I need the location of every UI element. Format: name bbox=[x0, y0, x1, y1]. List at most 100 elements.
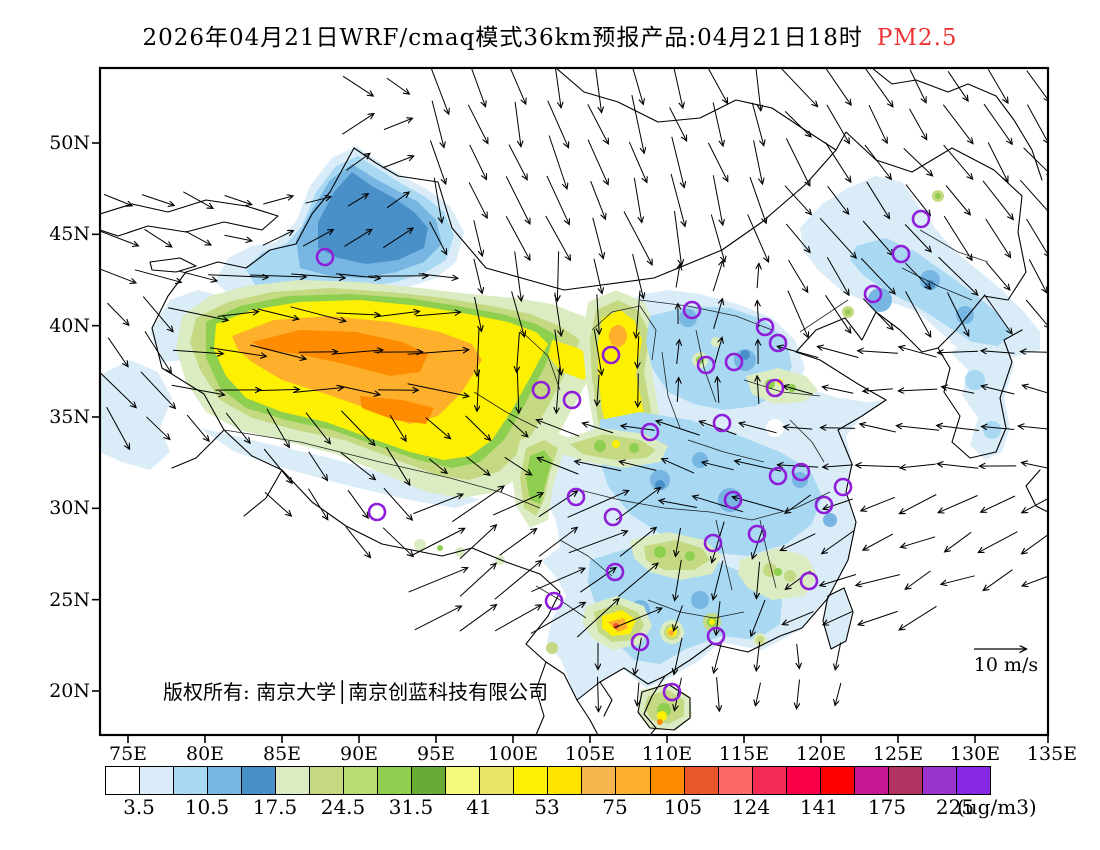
wind-vector bbox=[820, 574, 857, 586]
wind-vector bbox=[1026, 218, 1048, 257]
wind-vector bbox=[637, 336, 638, 367]
wind-vector bbox=[982, 386, 1015, 395]
wind-vector bbox=[217, 312, 259, 317]
wind-vector bbox=[945, 531, 972, 551]
wind-vector bbox=[656, 421, 700, 436]
wind-vector bbox=[100, 372, 136, 408]
wind-vector bbox=[413, 494, 462, 515]
wind-vector bbox=[633, 177, 641, 222]
wind-vector bbox=[823, 387, 854, 394]
wind-vector bbox=[785, 494, 811, 513]
city-marker-layer bbox=[315, 209, 931, 702]
wind-vector bbox=[545, 215, 570, 260]
wind-vector bbox=[597, 294, 599, 333]
wind-vector bbox=[291, 273, 345, 278]
wind-vector bbox=[473, 220, 482, 255]
colorbar-cell bbox=[174, 767, 209, 794]
wind-vector bbox=[466, 456, 490, 475]
colorbar-cell bbox=[922, 767, 957, 794]
wind-vector bbox=[615, 488, 660, 521]
colorbar-tick-label: 225 bbox=[935, 795, 975, 819]
colorbar-cell bbox=[344, 767, 379, 794]
wind-vector bbox=[429, 140, 445, 183]
wind-vector bbox=[224, 195, 252, 205]
city-marker bbox=[712, 413, 732, 433]
city-marker bbox=[814, 495, 834, 515]
province-boundaries bbox=[223, 229, 989, 619]
colorbar-cell bbox=[242, 767, 277, 794]
wind-vector bbox=[756, 682, 761, 706]
wind-vector bbox=[947, 71, 968, 100]
wind-vector bbox=[860, 258, 895, 293]
wind-vector bbox=[780, 68, 818, 107]
wind-vector bbox=[459, 525, 496, 560]
colorbar-tick-label: 105 bbox=[663, 795, 703, 819]
wind-vector bbox=[517, 332, 520, 372]
wind-vector bbox=[554, 68, 561, 108]
wind-vector bbox=[671, 136, 684, 187]
wind-vector bbox=[554, 329, 561, 375]
wind-vector bbox=[568, 531, 627, 554]
wind-vector bbox=[670, 173, 685, 226]
city-marker bbox=[724, 352, 744, 372]
wind-vector bbox=[757, 264, 759, 289]
wind-vector bbox=[1019, 426, 1048, 430]
city-marker bbox=[747, 524, 767, 544]
wind-vector bbox=[548, 135, 567, 189]
colorbar-tick-label: 53 bbox=[534, 795, 560, 819]
colorbar-cell bbox=[412, 767, 447, 794]
wind-vector bbox=[342, 75, 373, 96]
wind-vector bbox=[987, 69, 1008, 102]
city-marker bbox=[755, 317, 775, 337]
wind-vector bbox=[1025, 299, 1048, 328]
wind-vector bbox=[347, 489, 368, 518]
wind-vector bbox=[302, 230, 333, 247]
wind-vector bbox=[511, 291, 525, 336]
wind-vector bbox=[982, 427, 1015, 430]
wind-vector bbox=[900, 605, 937, 629]
wind-vector bbox=[620, 462, 657, 471]
map-frame bbox=[98, 66, 1050, 737]
wind-vector bbox=[635, 637, 642, 674]
lon-tick-label: 115E bbox=[718, 743, 770, 765]
lon-tick-label: 90E bbox=[339, 743, 379, 765]
wind-vector bbox=[557, 251, 558, 300]
wind-vector bbox=[415, 312, 460, 317]
wind-vector bbox=[623, 211, 652, 265]
city-marker bbox=[911, 209, 931, 229]
wind-vector bbox=[756, 641, 761, 671]
wind-vector bbox=[985, 218, 1011, 257]
wind-vector bbox=[583, 423, 614, 434]
wind-vector bbox=[470, 68, 486, 107]
colorbar-cell bbox=[106, 767, 141, 794]
wind-vector bbox=[407, 350, 469, 355]
colorbar-cell bbox=[548, 767, 583, 794]
wind-vector bbox=[224, 234, 252, 241]
city-marker bbox=[605, 562, 625, 582]
wind-vector bbox=[407, 383, 469, 397]
wind-vector bbox=[305, 197, 330, 204]
wind-vector bbox=[674, 605, 683, 631]
wind-vector bbox=[717, 377, 719, 403]
lon-tick-label: 125E bbox=[872, 743, 924, 765]
wind-vector bbox=[979, 531, 1018, 553]
wind-vector bbox=[538, 458, 579, 475]
wind-vector bbox=[826, 256, 848, 295]
wind-vector bbox=[411, 529, 465, 556]
wind-vector bbox=[864, 68, 892, 107]
wind-vector bbox=[784, 111, 811, 136]
wind-vector bbox=[414, 606, 461, 631]
wind-vector bbox=[263, 196, 292, 205]
wind-vector bbox=[824, 142, 850, 181]
wind-vector bbox=[144, 331, 171, 372]
wind-vector bbox=[1022, 498, 1048, 512]
city-marker bbox=[601, 345, 621, 365]
colorbar-cell bbox=[208, 767, 243, 794]
city-marker bbox=[768, 333, 788, 353]
colorbar-cell bbox=[378, 767, 413, 794]
wind-vector bbox=[753, 140, 763, 183]
pm25-colorbar bbox=[105, 766, 991, 795]
colorbar-tick-label: 10.5 bbox=[184, 795, 230, 819]
wind-vector bbox=[631, 94, 644, 153]
lat-tick-label: 25N bbox=[49, 588, 90, 611]
